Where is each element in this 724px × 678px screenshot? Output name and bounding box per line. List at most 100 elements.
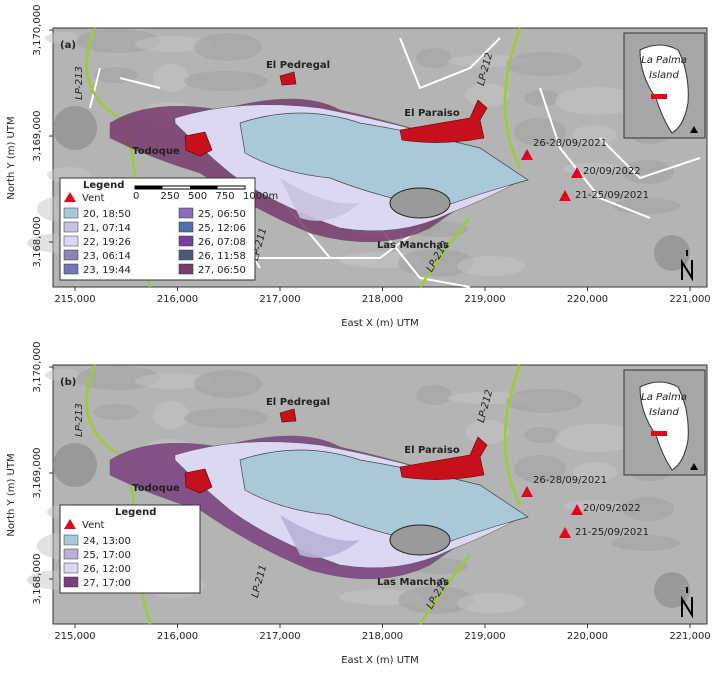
y-tick-label: 3,168,000 [32,217,43,268]
legend-entry: 26, 07:08 [198,237,246,248]
terrain-shade [465,420,509,444]
scale-label: 750 [216,191,235,202]
terrain-shade [457,593,525,613]
scale-label: 1000m [243,191,278,202]
urban-area [399,99,488,143]
highway [418,217,471,288]
north-arrow [681,250,693,282]
x-tick-label: 217,000 [259,631,300,642]
terrain-shade [153,64,189,92]
legend-swatch [178,249,194,261]
legend-swatch [63,221,79,233]
highway [503,364,522,506]
inset-marker [651,94,667,99]
legend-entry: 20, 18:50 [83,209,131,220]
road [399,37,501,90]
legend-entry: 27, 17:00 [83,578,131,589]
legend-entry: 26, 11:58 [198,251,246,262]
inset-title: Island [649,70,679,81]
terrain-shade [524,90,560,106]
urban-area [279,408,297,423]
road [89,67,161,109]
place-label: Todoque [132,146,180,157]
vent-label: 21-25/09/2021 [575,527,649,538]
terrain-shade [45,32,81,44]
vent-marker [571,167,583,178]
place-label: El Paraiso [404,445,460,456]
map-panel: (b) El Pedregal El Paraiso Todoque Las Manch… [6,342,711,666]
legend-title: Legend [83,180,124,191]
terrain-shade [457,256,525,276]
y-tick-label: 3,168,000 [32,554,43,605]
terrain-shade [184,71,268,91]
terrain-shade [135,373,211,389]
terrain-shade [573,125,617,145]
legend-swatch [63,235,79,247]
road [599,137,701,180]
legend-swatch [178,263,194,275]
place-label: El Paraiso [404,108,460,119]
terrain-shade [514,455,566,483]
vent-marker [559,527,571,538]
scale-label: 0 [133,191,139,202]
terrain-shade [416,385,452,405]
crater [53,106,97,150]
legend-swatch [63,576,79,588]
x-tick-label: 215,000 [54,294,95,305]
terrain-shade [94,404,138,420]
legend-entry: 25, 06:50 [198,209,246,220]
place-label: Las Manchas [377,240,449,251]
legend-entry: 25, 17:00 [83,550,131,561]
x-tick-label: 216,000 [157,294,198,305]
vent-label: 20/09/2022 [583,166,641,177]
legend-entry: 23, 06:14 [83,251,131,262]
place-label: El Pedregal [266,60,330,71]
terrain-shade [524,427,560,443]
terrain-shade [555,87,639,115]
x-tick-label: 220,000 [567,294,608,305]
terrain-shade [506,389,582,413]
terrain-shade [612,535,680,551]
inset-marker [651,431,667,436]
x-axis-title: East X (m) UTM [341,318,419,329]
terrain-shade [506,52,582,76]
legend-box [59,504,201,594]
lava-flow [239,112,529,209]
urban-area [279,71,297,86]
urban-area [184,131,213,157]
legend-vent-label: Vent [82,193,105,204]
terrain-shade [573,462,617,482]
x-axis-title: East X (m) UTM [341,655,419,666]
scale-label: 500 [188,191,207,202]
legend-swatch [63,263,79,275]
x-tick-label: 218,000 [362,631,403,642]
lava-flow [239,449,529,546]
scale-bar-fill [135,186,163,189]
y-tick-label: 3,170,000 [32,5,43,56]
legend-vent [64,192,76,202]
x-tick-label: 219,000 [464,631,505,642]
north-icon [690,126,698,133]
vent-marker [521,486,533,497]
crater [389,524,451,556]
legend-swatch [178,207,194,219]
vent-marker [559,190,571,201]
place-label: Todoque [132,483,180,494]
map-panel: (a) El Pedregal El Paraiso Todoque Las Manch… [6,5,711,329]
legend-entry: 23, 19:44 [83,265,131,276]
x-tick-label: 218,000 [362,294,403,305]
legend-swatch [178,221,194,233]
vent-label: 20/09/2022 [583,503,641,514]
y-tick-label: 3,169,000 [32,111,43,162]
legend-entry: 27, 06:50 [198,265,246,276]
legend-entry: 24, 13:00 [83,536,131,547]
x-tick-label: 217,000 [259,294,300,305]
inset-title: La Palma [641,392,687,403]
vent-marker [571,504,583,515]
terrain-shade [135,36,211,52]
x-tick-label: 216,000 [157,631,198,642]
crater [53,443,97,487]
terrain-shade [153,401,189,429]
terrain-shade [45,369,81,381]
